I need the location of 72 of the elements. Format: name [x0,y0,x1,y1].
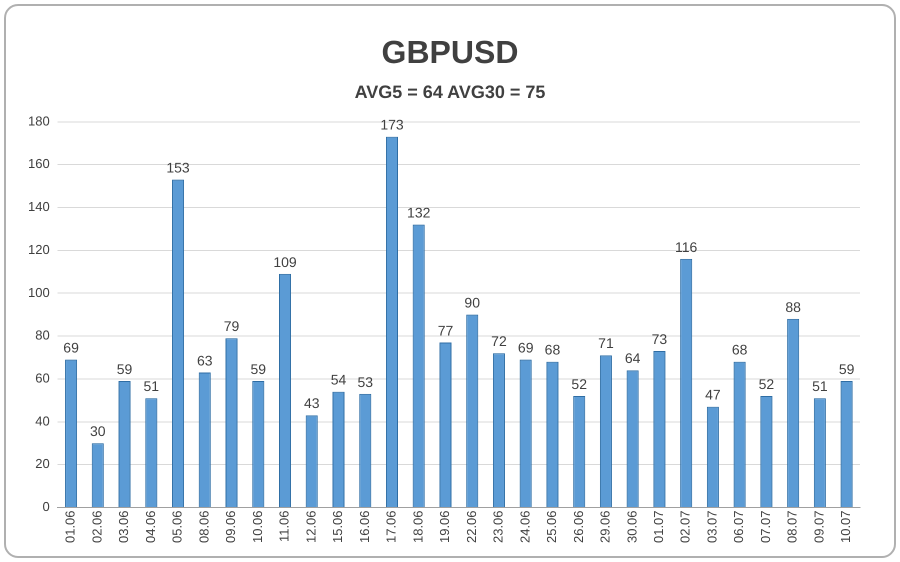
y-tick-label: 0 [42,499,50,514]
y-tick-label: 20 [35,456,50,472]
data-label: 51 [144,378,160,394]
data-label: 153 [166,160,190,176]
data-label: 54 [330,372,346,388]
x-tick-label: 23.06 [490,510,506,544]
data-label: 88 [785,298,802,315]
x-tick-label: 19.06 [437,510,452,544]
data-label: 68 [732,342,748,358]
data-label: 53 [357,374,374,390]
x-tick-label: 18.06 [410,510,426,544]
data-label: 43 [304,395,320,412]
x-tick-label: 30.06 [624,510,640,544]
x-tick-label: 04.06 [142,510,158,544]
y-tick-label: 60 [35,370,50,386]
data-label: 64 [624,350,641,366]
data-label: 68 [544,342,560,358]
data-label: 132 [407,204,431,221]
y-tick-label: 180 [28,113,50,128]
x-tick-label: 09.06 [223,510,238,544]
x-tick-label: 10.06 [250,510,265,544]
x-tick-label: 24.06 [517,510,532,544]
data-label: 51 [812,378,828,394]
x-tick-label: 15.06 [330,510,346,544]
data-label: 52 [758,376,774,392]
data-label: 71 [598,335,614,352]
x-tick-label: 05.06 [170,510,185,544]
y-tick-label: 140 [28,199,50,214]
data-label: 69 [63,339,80,356]
data-label: 72 [491,333,507,350]
data-label: 52 [571,376,588,392]
x-tick-label: 16.06 [356,510,372,544]
data-label: 173 [380,116,404,133]
data-label: 109 [273,254,297,270]
x-tick-label: 26.06 [570,510,586,544]
data-label: 90 [464,294,480,310]
x-tick-label: 03.07 [704,510,720,544]
data-label: 79 [224,318,240,334]
chart-title: GBPUSD [380,34,520,71]
y-tick-label: 40 [35,413,50,428]
x-tick-label: 09.07 [811,510,826,544]
x-tick-label: 01.07 [651,510,666,544]
x-tick-label: 06.07 [731,510,746,544]
chart-subtitle: AVG5 = 64 AVG30 = 75 [354,82,546,103]
x-tick-label: 10.07 [838,510,854,544]
data-label: 30 [90,423,106,440]
x-tick-label: 02.06 [89,510,104,544]
data-label: 59 [116,360,133,377]
y-tick-label: 120 [28,242,50,257]
data-label: 47 [705,386,721,403]
y-tick-label: 80 [35,328,50,343]
x-tick-label: 01.06 [62,510,78,544]
x-tick-label: 11.06 [276,510,292,542]
x-tick-label: 02.07 [678,510,693,544]
x-tick-label: 08.07 [784,510,800,544]
x-tick-label: 17.06 [384,510,399,544]
data-label: 77 [438,322,454,338]
data-label: 63 [196,352,213,368]
data-label: 59 [250,360,266,377]
x-tick-label: 08.06 [196,510,212,544]
data-label: 116 [675,238,698,255]
data-label: 59 [838,360,855,377]
data-label: 73 [652,330,668,347]
y-tick-label: 160 [28,156,50,172]
y-tick-label: 100 [28,284,50,300]
x-tick-label: 25.06 [544,510,560,544]
x-tick-label: 12.06 [303,510,318,544]
x-tick-label: 22.06 [464,510,479,544]
x-tick-label: 03.06 [116,510,132,544]
data-label: 69 [518,339,534,356]
x-tick-label: 29.06 [598,510,613,544]
x-tick-label: 07.07 [758,510,773,544]
